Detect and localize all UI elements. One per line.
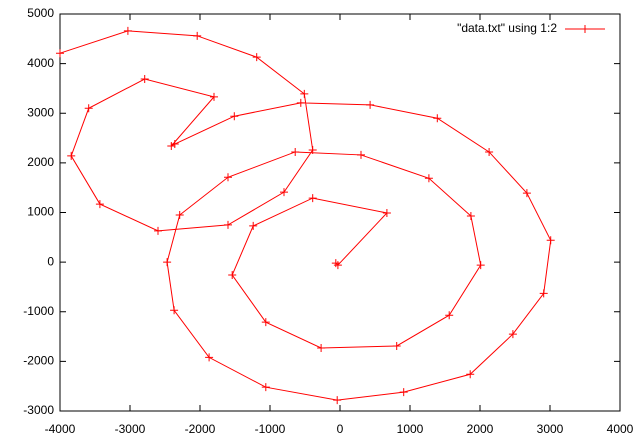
data-point bbox=[392, 341, 401, 350]
data-point bbox=[300, 89, 309, 98]
x-tick-label: -4000 bbox=[45, 422, 76, 436]
data-point bbox=[249, 221, 258, 230]
data-point bbox=[317, 343, 326, 352]
y-tick-label: 2000 bbox=[27, 155, 54, 169]
data-point bbox=[280, 188, 288, 197]
x-tick-label: -3000 bbox=[115, 422, 146, 436]
plot-border bbox=[59, 13, 621, 412]
data-point bbox=[224, 220, 232, 229]
data-point bbox=[485, 147, 494, 156]
data-point bbox=[261, 318, 270, 327]
data-point bbox=[291, 147, 300, 156]
data-point bbox=[205, 353, 214, 362]
y-tick-label: 3000 bbox=[27, 105, 54, 119]
data-point bbox=[230, 112, 239, 121]
data-point bbox=[522, 189, 531, 198]
data-point bbox=[466, 211, 475, 220]
data-point bbox=[170, 306, 179, 315]
y-tick-label: 4000 bbox=[27, 56, 54, 70]
data-point bbox=[56, 49, 64, 58]
data-point bbox=[95, 200, 104, 209]
y-tick-label: 1000 bbox=[27, 205, 54, 219]
data-point bbox=[296, 98, 305, 107]
x-tick-label: 1000 bbox=[397, 422, 424, 436]
data-point bbox=[546, 236, 555, 245]
y-tick-label: -1000 bbox=[23, 304, 54, 318]
data-point bbox=[224, 173, 232, 182]
data-line bbox=[59, 30, 552, 401]
data-point bbox=[366, 100, 375, 109]
data-point bbox=[193, 31, 202, 40]
data-point bbox=[67, 151, 76, 160]
x-tick-label: -1000 bbox=[255, 422, 286, 436]
data-point bbox=[163, 258, 172, 267]
x-tick-label: 0 bbox=[337, 422, 344, 436]
data-point bbox=[175, 210, 184, 219]
data-point bbox=[140, 75, 149, 84]
data-point bbox=[539, 289, 548, 298]
data-point bbox=[331, 259, 340, 268]
y-tick-label: 5000 bbox=[27, 6, 54, 20]
x-tick-label: -2000 bbox=[185, 422, 216, 436]
x-tick-label: 2000 bbox=[467, 422, 494, 436]
data-point bbox=[123, 26, 132, 35]
y-tick-label: -2000 bbox=[23, 354, 54, 368]
legend-marker bbox=[581, 25, 589, 33]
data-point bbox=[170, 140, 179, 149]
x-tick-label: 4000 bbox=[607, 422, 634, 436]
data-point bbox=[228, 271, 237, 280]
data-point bbox=[252, 53, 261, 62]
data-point bbox=[308, 194, 317, 203]
data-point bbox=[445, 311, 454, 320]
data-point bbox=[333, 261, 342, 270]
x-tick-label: 3000 bbox=[537, 422, 564, 436]
data-point bbox=[476, 261, 485, 270]
data-point bbox=[261, 383, 270, 392]
data-point bbox=[84, 104, 93, 113]
legend-label: "data.txt" using 1:2 bbox=[457, 21, 557, 35]
data-point bbox=[210, 92, 218, 101]
data-point bbox=[424, 174, 433, 183]
y-tick-label: -3000 bbox=[23, 403, 54, 417]
data-point bbox=[382, 208, 391, 217]
data-point bbox=[333, 396, 342, 405]
data-point bbox=[433, 114, 442, 123]
data-point bbox=[508, 330, 517, 339]
y-tick-label: 0 bbox=[47, 254, 54, 268]
data-point bbox=[399, 388, 408, 397]
data-point bbox=[154, 226, 162, 235]
data-point bbox=[357, 150, 365, 159]
data-point bbox=[308, 145, 317, 154]
data-point bbox=[466, 370, 475, 379]
data-point bbox=[167, 142, 176, 151]
